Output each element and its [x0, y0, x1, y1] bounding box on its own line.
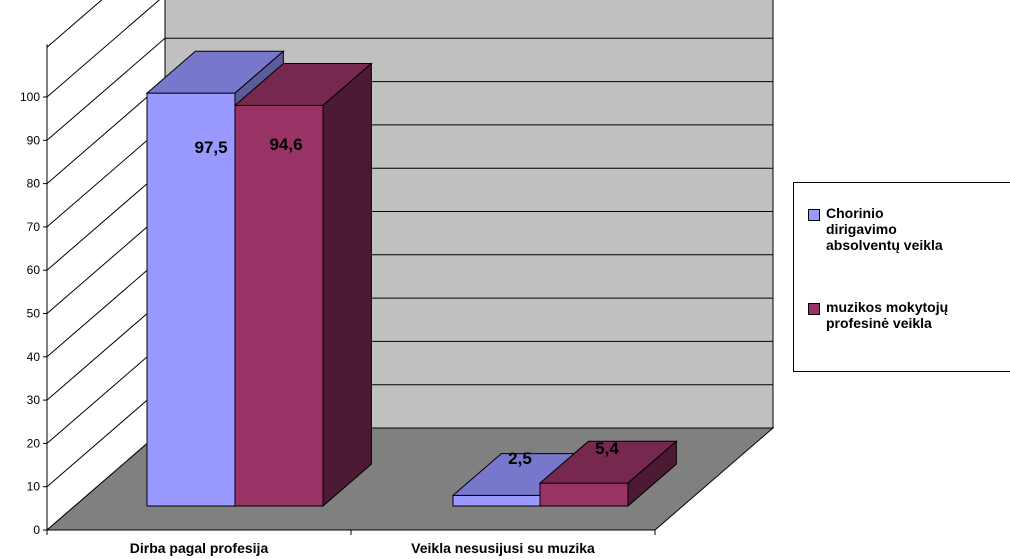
y-tick-label: 80 [27, 177, 41, 191]
axes: 0 10 20 30 40 50 60 70 80 90 100 Dirba pagal profes… [20, 44, 656, 556]
legend-label-series-2: muzikos mokytojų profesinė veikla [826, 299, 949, 331]
gridline [46, 37, 773, 141]
bar-front [234, 104, 324, 507]
bars [145, 50, 678, 508]
y-tick-label: 20 [27, 436, 41, 450]
data-label: 94,6 [269, 135, 302, 154]
y-tick-label: 100 [20, 90, 40, 104]
y-tick-label: 0 [33, 523, 40, 537]
y-tick-label: 90 [27, 133, 41, 147]
data-label: 97,5 [194, 138, 227, 157]
category-label: Dirba pagal profesija [130, 540, 269, 556]
legend-item-series-1: Chorinio dirigavimo absolventų veikla [808, 205, 943, 253]
bar-side [627, 440, 677, 508]
y-tick-label: 50 [27, 307, 41, 321]
legend-label-series-1: Chorinio dirigavimo absolventų veikla [826, 205, 943, 253]
gridline [46, 0, 160, 98]
bar-front [146, 92, 236, 507]
category-label: Veikla nesusijusi su muzika [411, 540, 595, 556]
y-tick-label: 30 [27, 393, 41, 407]
legend: Chorinio dirigavimo absolventų veikla mu… [793, 182, 1010, 372]
y-tick-label: 40 [27, 350, 41, 364]
y-tick-label: 60 [27, 263, 41, 277]
data-label: 2,5 [508, 449, 532, 468]
bar-side [322, 62, 372, 508]
value-labels: 97,5 94,6 2,5 5,4 [194, 135, 619, 468]
bar-front [452, 494, 542, 507]
y-tick-label: 10 [27, 480, 41, 494]
y-tick-label: 70 [27, 220, 41, 234]
bar-front [539, 482, 629, 507]
data-label: 5,4 [595, 439, 619, 458]
legend-swatch-series-2 [808, 303, 820, 315]
legend-swatch-series-1 [808, 209, 820, 221]
legend-item-series-2: muzikos mokytojų profesinė veikla [808, 299, 948, 331]
